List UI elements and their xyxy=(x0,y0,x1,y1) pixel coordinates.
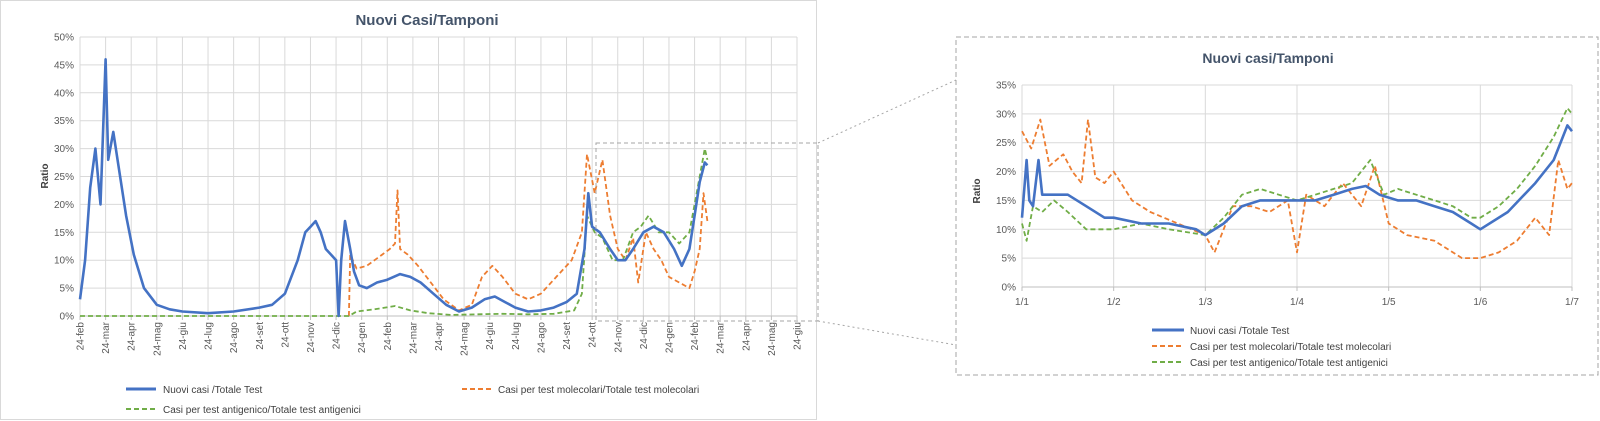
series-line-total xyxy=(1020,124,1574,237)
x-tick-label: 24-nov xyxy=(613,322,624,353)
zoom-legend-label-molecular: Casi per test molecolari/Totale test mol… xyxy=(1190,342,1391,353)
x-tick-label: 24-mar xyxy=(716,321,727,353)
x-tick-label: 24-apr xyxy=(127,321,138,351)
x-tick-label: 24-dic xyxy=(639,322,650,349)
x-tick-label: 24-nov xyxy=(306,322,317,353)
legend-label-total: Nuovi casi /Totale Test xyxy=(163,385,263,396)
zoom-gridlines xyxy=(1021,84,1573,291)
zoom-connectors xyxy=(595,79,957,346)
y-tick-label: 20% xyxy=(54,200,74,211)
series-line-molecular xyxy=(348,153,709,317)
main-x-ticks: 24-feb 24-mar 24-apr 24-mag 24-giu 24-lug 24-a… xyxy=(76,321,804,356)
x-tick-label: 1/6 xyxy=(1473,297,1487,308)
y-tick-label: 10% xyxy=(54,256,74,267)
zoom-chart-title: Nuovi casi/Tamponi xyxy=(1202,50,1333,66)
series-line-antigenic xyxy=(1021,107,1573,242)
main-chart-border xyxy=(0,0,817,420)
y-tick-label: 0% xyxy=(60,312,75,323)
y-tick-label: 0% xyxy=(1002,283,1017,294)
x-tick-label: 24-giu xyxy=(793,322,804,350)
zoom-chart-border xyxy=(955,36,1599,376)
y-tick-label: 40% xyxy=(54,88,74,99)
x-tick-label: 24-giu xyxy=(485,322,496,350)
x-tick-label: 24-mar xyxy=(101,321,112,353)
x-tick-label: 24-apr xyxy=(434,321,445,351)
main-chart-title: Nuovi Casi/Tamponi xyxy=(355,12,498,29)
series-line-total xyxy=(78,58,709,318)
x-tick-label: 24-mar xyxy=(408,321,419,353)
y-tick-label: 35% xyxy=(54,116,74,127)
zoom-y-axis-label: Ratio xyxy=(972,179,983,204)
y-tick-label: 35% xyxy=(996,81,1016,92)
x-tick-label: 1/3 xyxy=(1198,297,1212,308)
x-tick-label: 24-mag xyxy=(767,322,778,356)
y-tick-label: 30% xyxy=(996,109,1016,120)
main-chart: Nuovi Casi/Tamponi Ratio 0% 5% 10% 15% 20% 25… xyxy=(0,0,817,420)
x-tick-label: 24-giu xyxy=(178,322,189,350)
x-tick-label: 24-set xyxy=(562,322,573,350)
legend-label-molecular: Casi per test molecolari/Totale test mol… xyxy=(498,385,699,396)
zoom-connector-bottom xyxy=(817,320,957,346)
x-tick-label: 24-mag xyxy=(460,322,471,356)
x-tick-label: 1/4 xyxy=(1290,297,1304,308)
main-y-ticks: 0% 5% 10% 15% 20% 25% 30% 35% 40% 45% 50% xyxy=(54,33,74,323)
main-gridlines xyxy=(79,36,798,320)
x-tick-label: 24-ago xyxy=(229,322,240,354)
x-tick-label: 1/5 xyxy=(1382,297,1396,308)
x-tick-label: 24-dic xyxy=(332,322,343,349)
zoom-legend-label-total: Nuovi casi /Totale Test xyxy=(1190,326,1290,337)
x-tick-label: 24-gen xyxy=(357,322,368,353)
legend-label-antigenic: Casi per test antigenico/Totale test ant… xyxy=(163,405,361,416)
zoom-chart: Nuovi casi/Tamponi Ratio 0% 5% 10% 15% 20% 25… xyxy=(955,36,1599,376)
y-tick-label: 5% xyxy=(1002,254,1017,265)
x-tick-label: 24-set xyxy=(255,322,266,350)
x-tick-label: 24-mag xyxy=(152,322,163,356)
main-legend: Nuovi casi /Totale Test Casi per test mo… xyxy=(126,385,699,416)
main-y-axis-label: Ratio xyxy=(40,164,51,189)
x-tick-label: 1/7 xyxy=(1565,297,1579,308)
x-tick-label: 24-ott xyxy=(588,322,599,348)
y-tick-label: 25% xyxy=(54,172,74,183)
y-tick-label: 25% xyxy=(996,138,1016,149)
x-tick-label: 24-feb xyxy=(690,322,701,351)
y-tick-label: 30% xyxy=(54,144,74,155)
zoom-y-ticks: 0% 5% 10% 15% 20% 25% 30% 35% xyxy=(996,81,1016,294)
x-tick-label: 24-lug xyxy=(204,322,215,350)
x-tick-label: 24-ago xyxy=(536,322,547,354)
y-tick-label: 10% xyxy=(996,225,1016,236)
x-tick-label: 1/2 xyxy=(1107,297,1121,308)
series-line-molecular xyxy=(1021,118,1573,259)
y-tick-label: 15% xyxy=(996,196,1016,207)
zoom-legend: Nuovi casi /Totale Test Casi per test mo… xyxy=(1152,326,1391,369)
y-tick-label: 45% xyxy=(54,60,74,71)
x-tick-label: 24-gen xyxy=(664,322,675,353)
zoom-series-lines xyxy=(1020,107,1574,259)
x-tick-label: 24-apr xyxy=(741,321,752,351)
y-tick-label: 50% xyxy=(54,33,74,44)
x-tick-label: 1/1 xyxy=(1015,297,1029,308)
y-tick-label: 5% xyxy=(60,284,75,295)
main-series-lines xyxy=(78,58,709,318)
zoom-connector-top xyxy=(817,79,957,144)
x-tick-label: 24-ott xyxy=(280,322,291,348)
x-tick-label: 24-feb xyxy=(383,322,394,351)
x-tick-label: 24-feb xyxy=(76,322,87,351)
zoom-x-ticks: 1/1 1/2 1/3 1/4 1/5 1/6 1/7 xyxy=(1015,297,1579,308)
y-tick-label: 15% xyxy=(54,228,74,239)
zoom-highlight-box xyxy=(595,142,819,322)
zoom-legend-label-antigenic: Casi per test antigenico/Totale test ant… xyxy=(1190,358,1388,369)
x-tick-label: 24-lug xyxy=(511,322,522,350)
y-tick-label: 20% xyxy=(996,167,1016,178)
